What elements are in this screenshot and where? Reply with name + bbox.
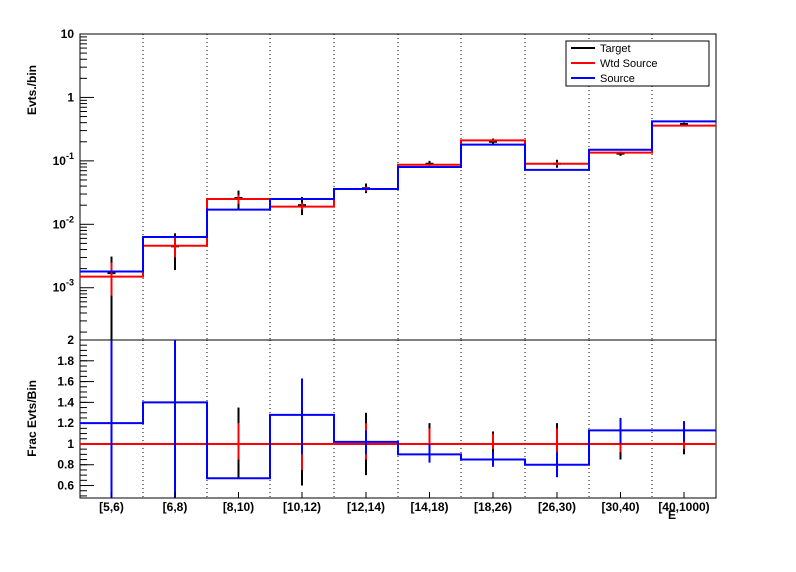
- y-tick-label: 1: [67, 437, 74, 451]
- x-tick-label: [10,12): [283, 500, 321, 514]
- y-tick-label: 2: [67, 333, 74, 347]
- y-tick-label: 1.2: [57, 416, 74, 430]
- legend-label: Source: [600, 73, 635, 85]
- tick-exponent: -1: [66, 151, 74, 161]
- y-tick-label: 0.6: [57, 479, 74, 493]
- x-tick-label: [12,14): [347, 500, 385, 514]
- tick-exponent: -2: [66, 214, 74, 224]
- bottom-panel: 0.6 0.8 1 1.2 1.4 1.6 1.8 2 Frac Evts/Bin [5,6) [6…: [25, 333, 717, 522]
- y-tick-label: 10-3: [53, 278, 74, 295]
- x-tick-label: [40,1000): [658, 500, 709, 514]
- y-tick-label: 1.8: [57, 354, 74, 368]
- legend: Target Wtd Source Source: [565, 40, 710, 87]
- x-axis-label: E: [668, 508, 676, 522]
- y-axis-label: Frac Evts/Bin: [25, 380, 39, 457]
- legend-label: Wtd Source: [600, 58, 657, 70]
- y-tick-label: 10: [61, 27, 75, 41]
- x-tick-label: [14,18): [410, 500, 448, 514]
- y-tick-label: 0.8: [57, 458, 74, 472]
- x-tick-label: [30,40): [601, 500, 639, 514]
- x-tick-label: [26,30): [538, 500, 576, 514]
- y-tick-label: 1: [67, 90, 74, 104]
- x-tick-label: [6,8): [163, 500, 188, 514]
- series-step-source: [80, 120, 716, 273]
- y-tick-label: 1.4: [57, 395, 74, 409]
- tick-exponent: -3: [66, 278, 74, 288]
- y-axis-label: Evts./bin: [25, 65, 39, 115]
- y-tick-label: 10-1: [53, 151, 74, 168]
- y-tick-label: 1.6: [57, 375, 74, 389]
- legend-label: Target: [600, 43, 631, 55]
- x-tick-label: [8,10): [223, 500, 254, 514]
- x-tick-label: [5,6): [99, 500, 124, 514]
- series-step-source: [80, 401, 716, 480]
- x-tick-label: [18,26): [474, 500, 512, 514]
- y-tick-label: 10-2: [53, 214, 74, 231]
